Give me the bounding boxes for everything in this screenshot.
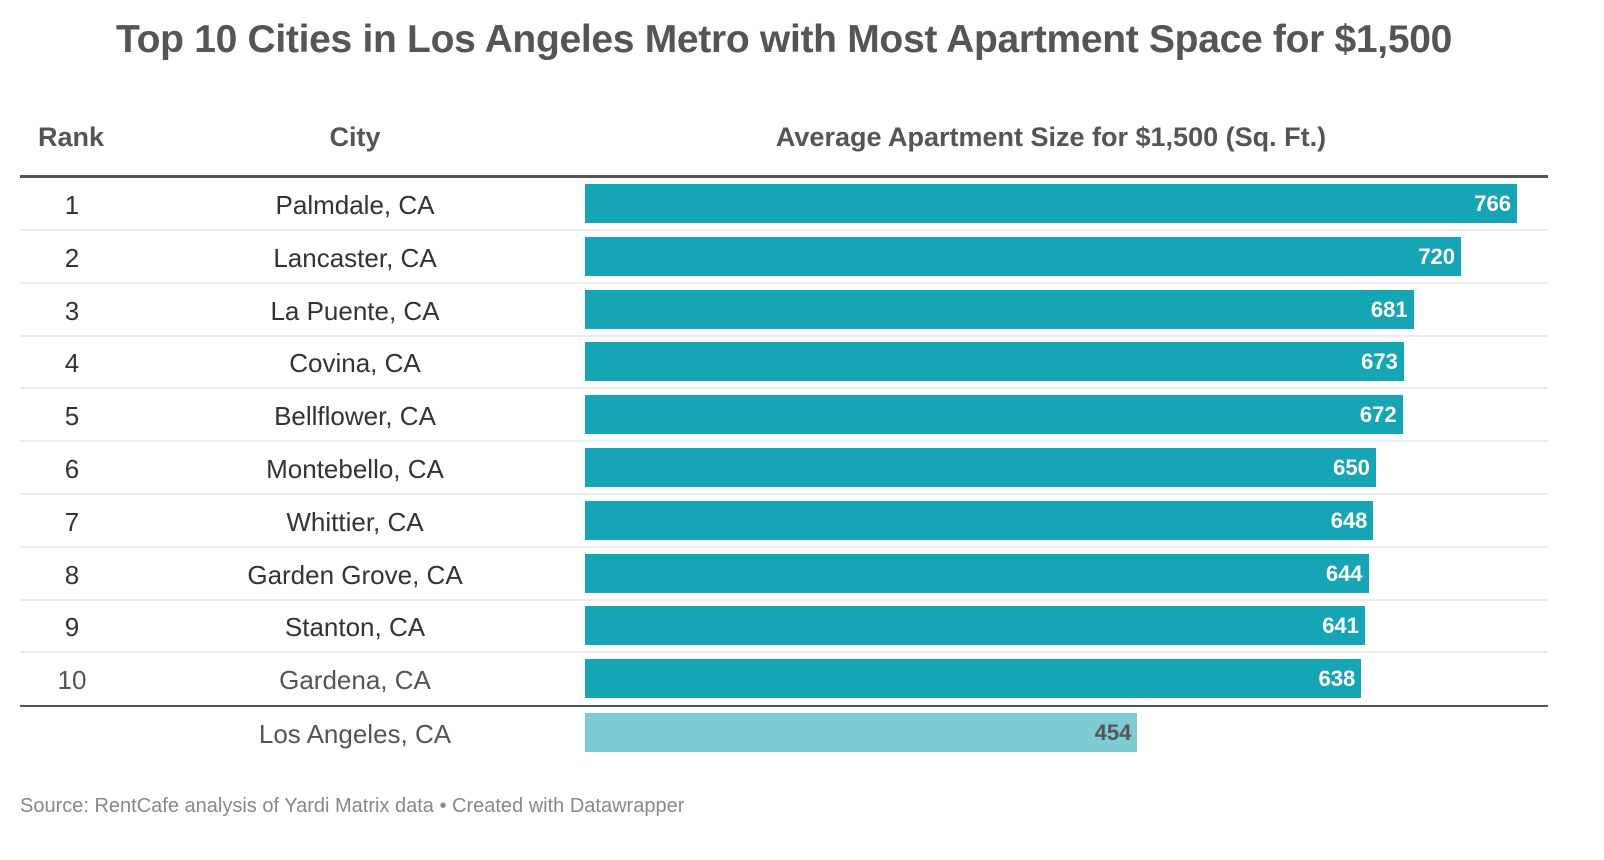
city-cell: Palmdale, CA bbox=[275, 190, 435, 220]
table-row: 3 La Puente, CA 681 bbox=[20, 284, 1548, 337]
city-cell: Stanton, CA bbox=[284, 612, 426, 643]
table-row: 8 Garden Grove, CA 644 bbox=[20, 548, 1548, 601]
bar-value-label: 638 bbox=[1318, 666, 1356, 692]
row-divider bbox=[20, 229, 1548, 231]
table-row: 5 Bellflower, CA 672 bbox=[20, 389, 1548, 443]
header-value: Average Apartment Size for $1,500 (Sq. F… bbox=[775, 122, 1327, 152]
rank-cell: 1 bbox=[64, 190, 80, 220]
city-cell: Montebello, CA bbox=[266, 454, 444, 484]
row-divider bbox=[20, 334, 1548, 337]
rank-cell: 5 bbox=[64, 401, 80, 432]
value-bar: 648 bbox=[585, 500, 1374, 540]
rank-cell: 9 bbox=[64, 612, 80, 643]
rank-cell: 10 bbox=[57, 665, 87, 696]
bar-value-label: 681 bbox=[1370, 296, 1408, 322]
reference-divider bbox=[20, 705, 1548, 707]
table-row: 4 Covina, CA 673 bbox=[20, 336, 1548, 390]
bar-value-label: 720 bbox=[1418, 243, 1456, 269]
header-divider bbox=[20, 175, 1548, 178]
bar-value-label: 648 bbox=[1330, 507, 1368, 533]
rank-cell: 8 bbox=[64, 559, 80, 590]
rank-cell: 7 bbox=[64, 506, 80, 537]
city-cell: Covina, CA bbox=[289, 348, 421, 379]
table-row: 2 Lancaster, CA 720 bbox=[20, 231, 1548, 284]
reference-bar: 454 bbox=[585, 713, 1138, 752]
table-row: 10 Gardena, CA 638 bbox=[20, 653, 1548, 706]
row-divider bbox=[20, 598, 1548, 601]
value-bar: 673 bbox=[585, 342, 1404, 382]
row-divider bbox=[20, 545, 1548, 548]
bar-value-label: 641 bbox=[1322, 613, 1359, 639]
rank-cell: 6 bbox=[64, 454, 80, 484]
bar-value-label: 454 bbox=[1094, 720, 1132, 745]
rank-cell: 4 bbox=[64, 348, 80, 379]
value-bar: 720 bbox=[585, 236, 1462, 276]
row-divider bbox=[20, 281, 1548, 284]
row-divider bbox=[20, 440, 1548, 443]
value-bar: 641 bbox=[585, 606, 1365, 646]
row-divider bbox=[20, 651, 1548, 654]
city-cell: Lancaster, CA bbox=[273, 242, 437, 273]
bar-value-label: 766 bbox=[1474, 191, 1511, 216]
value-bar: 650 bbox=[585, 448, 1376, 487]
bar-value-label: 644 bbox=[1325, 560, 1363, 586]
table-row: 6 Montebello, CA 650 bbox=[20, 442, 1548, 495]
value-bar: 644 bbox=[585, 553, 1369, 593]
city-cell: Gardena, CA bbox=[279, 665, 431, 696]
header-city: City bbox=[329, 122, 381, 152]
reference-row: Los Angeles, CA 454 bbox=[20, 707, 1548, 760]
header-rank: Rank bbox=[38, 122, 105, 152]
source-note: Source: RentCafe analysis of Yardi Matri… bbox=[20, 795, 685, 817]
value-bar: 681 bbox=[585, 289, 1414, 329]
city-cell: Garden Grove, CA bbox=[247, 559, 463, 590]
table-row: 7 Whittier, CA 648 bbox=[20, 495, 1548, 548]
row-divider bbox=[20, 387, 1548, 390]
chart-title: Top 10 Cities in Los Angeles Metro with … bbox=[115, 18, 1453, 61]
row-divider bbox=[20, 493, 1548, 495]
city-cell: Whittier, CA bbox=[286, 506, 424, 537]
city-cell: La Puente, CA bbox=[270, 295, 440, 326]
rank-cell: 3 bbox=[64, 295, 80, 326]
value-bar: 766 bbox=[585, 184, 1517, 223]
bar-value-label: 650 bbox=[1333, 455, 1370, 480]
city-cell: Bellflower, CA bbox=[274, 401, 436, 432]
value-bar: 672 bbox=[585, 395, 1403, 435]
table-row: 1 Palmdale, CA 766 bbox=[20, 178, 1548, 231]
rank-cell: 2 bbox=[64, 242, 80, 273]
city-cell: Los Angeles, CA bbox=[258, 719, 452, 749]
bar-value-label: 672 bbox=[1359, 402, 1397, 428]
bar-value-label: 673 bbox=[1361, 349, 1398, 375]
table-row: 9 Stanton, CA 641 bbox=[20, 600, 1548, 654]
value-bar: 638 bbox=[585, 659, 1362, 699]
